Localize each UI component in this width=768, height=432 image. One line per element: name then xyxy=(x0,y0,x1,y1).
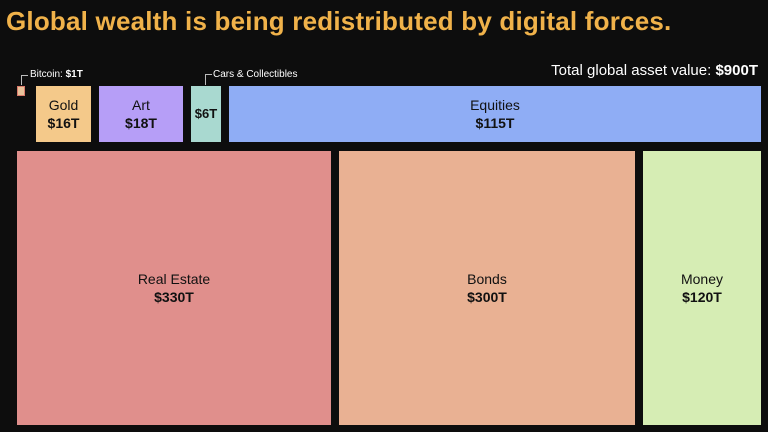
bitcoin-callout: Bitcoin: $1T xyxy=(30,69,83,80)
bonds-label: Bonds xyxy=(467,271,507,287)
real-estate-label: Real Estate xyxy=(137,271,211,287)
total-asset-amount: $900T xyxy=(715,62,758,79)
money-label: Money xyxy=(680,271,724,287)
gold-value: $16T xyxy=(47,115,80,131)
bitcoin-label: Bitcoin: xyxy=(30,69,63,80)
bonds-value: $300T xyxy=(467,289,507,305)
real-estate-value: $330T xyxy=(154,289,194,305)
gold-label: Gold xyxy=(48,97,79,113)
art-value: $18T xyxy=(125,115,157,131)
art-tile: Art $18T xyxy=(99,86,183,142)
total-asset-label: Total global asset value: xyxy=(551,62,712,79)
gold-tile: Gold $16T xyxy=(36,86,91,142)
art-label: Art xyxy=(132,97,150,113)
cars-callout: Cars & Collectibles xyxy=(213,69,298,80)
bonds-tile: Bonds $300T xyxy=(339,151,635,425)
bitcoin-value: $1T xyxy=(65,69,83,80)
equities-label: Equities xyxy=(470,97,520,113)
money-tile: Money $120T xyxy=(643,151,761,425)
bitcoin-leader-line xyxy=(21,75,28,85)
cars-leader-line xyxy=(205,74,212,85)
money-value: $120T xyxy=(682,289,722,305)
total-asset-value: Total global asset value: $900T xyxy=(551,62,758,79)
real-estate-tile: Real Estate $330T xyxy=(17,151,331,425)
cars-collectibles-value: $6T xyxy=(194,106,218,121)
equities-tile: Equities $115T xyxy=(229,86,761,142)
chart-title: Global wealth is being redistributed by … xyxy=(6,6,672,36)
equities-value: $115T xyxy=(475,115,515,131)
cars-collectibles-tile: $6T xyxy=(191,86,221,142)
bitcoin-tile xyxy=(17,86,25,96)
